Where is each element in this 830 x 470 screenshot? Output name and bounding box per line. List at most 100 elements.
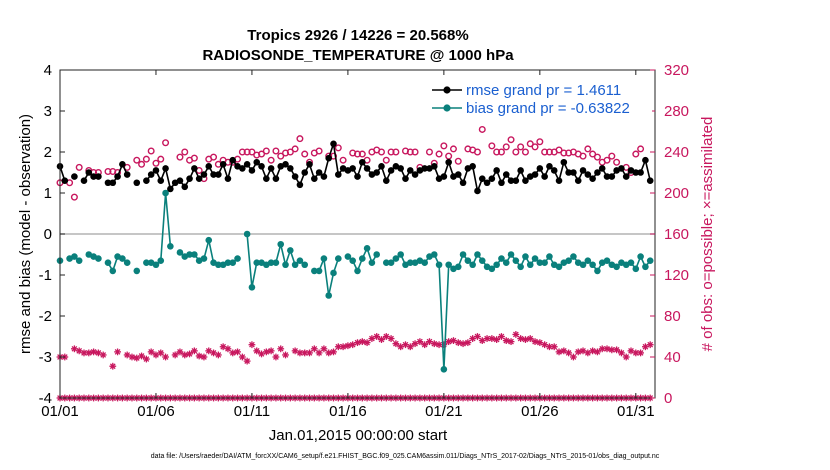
- rmse-marker: [618, 165, 625, 172]
- possible-obs-marker: [301, 150, 309, 158]
- rmse-marker: [123, 171, 131, 178]
- asterisk-stroke: [536, 339, 543, 346]
- assimilated-obs-marker: [234, 348, 241, 356]
- assimilated-obs-marker: [526, 335, 534, 342]
- x-tick-label: 01/31: [617, 403, 655, 420]
- rmse-marker: [253, 158, 261, 166]
- x-tick-label: 01/26: [521, 403, 559, 420]
- possible-obs-marker: [238, 148, 246, 156]
- asterisk-stroke: [474, 333, 481, 340]
- assimilated-obs-marker: [272, 353, 280, 361]
- assimilated-obs-marker: [517, 335, 525, 342]
- bias-marker: [397, 251, 404, 258]
- possible-obs-marker: [507, 136, 515, 144]
- right-y-tick-label: 160: [664, 226, 689, 243]
- possible-obs-marker: [258, 150, 266, 158]
- assimilated-obs-marker: [574, 348, 582, 356]
- rmse-marker: [133, 179, 141, 187]
- bias-marker: [267, 259, 275, 267]
- asterisk-stroke: [388, 335, 394, 342]
- assimilated-obs-marker: [622, 353, 630, 361]
- bias-marker: [536, 259, 544, 267]
- assimilated-obs-marker: [344, 342, 352, 350]
- bias-marker: [176, 249, 184, 256]
- assimilated-obs-marker: [330, 348, 337, 356]
- asterisk-stroke: [100, 352, 107, 358]
- rmse-marker: [80, 177, 88, 184]
- possible-obs-marker: [142, 155, 150, 163]
- bias-marker: [517, 263, 524, 271]
- bias-marker: [349, 257, 357, 264]
- rmse-marker: [430, 163, 438, 170]
- bias-marker: [541, 259, 548, 267]
- asterisk-stroke: [484, 335, 490, 342]
- asterisk-stroke: [570, 354, 577, 360]
- rmse-marker: [71, 173, 78, 180]
- asterisk-stroke: [201, 354, 207, 360]
- assimilated-obs-marker: [200, 353, 208, 361]
- bias-marker: [502, 259, 510, 267]
- asterisk-stroke: [373, 333, 380, 340]
- rmse-marker: [469, 163, 476, 170]
- asterisk-stroke: [551, 343, 558, 350]
- assimilated-obs-marker: [306, 349, 313, 357]
- asterisk-stroke: [81, 350, 87, 356]
- left-y-axis: -4 -3 -2 -1 0 1 2 3 4: [39, 62, 65, 407]
- rmse-marker: [205, 163, 213, 170]
- rmse-marker: [646, 177, 654, 184]
- asterisk-stroke: [498, 333, 505, 340]
- bias-marker: [642, 263, 649, 271]
- rmse-marker: [642, 156, 649, 164]
- left-y-tick-label: 2: [44, 144, 52, 161]
- asterisk-stroke: [71, 345, 78, 352]
- bias-marker: [430, 251, 438, 258]
- possible-obs-marker: [608, 152, 616, 160]
- rmse-marker: [579, 167, 587, 174]
- possible-obs-marker: [411, 148, 419, 156]
- bias-marker: [344, 253, 352, 260]
- left-y-tick-label: 4: [44, 62, 52, 79]
- assimilated-obs-marker: [550, 343, 558, 351]
- right-y-tick-label: 120: [664, 267, 689, 284]
- rmse-marker: [517, 167, 524, 174]
- asterisk-stroke: [546, 343, 553, 350]
- bias-marker: [478, 257, 486, 264]
- asterisk-stroke: [191, 347, 198, 354]
- assimilated-obs-marker: [243, 357, 251, 365]
- rmse-marker: [498, 179, 505, 187]
- bias-marker: [531, 255, 539, 262]
- rmse-marker: [382, 177, 390, 184]
- bias-marker: [200, 255, 208, 262]
- x-tick-label: 01/06: [137, 403, 175, 420]
- right-y-axis-label: # of obs: o=possible; ×=assimilated: [699, 117, 716, 352]
- possible-obs-marker: [296, 135, 304, 143]
- x-axis-label: Jan.01,2015 00:00:00 start: [269, 427, 448, 444]
- asterisk-stroke: [517, 335, 524, 342]
- assimilated-obs-marker: [565, 349, 573, 357]
- rmse-marker: [560, 158, 568, 166]
- bias-marker: [522, 253, 529, 260]
- left-y-tick-label: -2: [39, 308, 52, 325]
- possible-obs-marker: [584, 145, 592, 153]
- assimilated-obs-marker: [598, 345, 606, 353]
- bias-marker: [603, 257, 611, 264]
- rmse-marker: [301, 169, 309, 176]
- assimilated-obs-marker: [70, 345, 78, 353]
- rmse-marker: [330, 140, 337, 148]
- rmse-marker: [181, 183, 189, 191]
- possible-obs-marker: [449, 145, 457, 153]
- possible-obs-marker: [286, 148, 294, 156]
- assimilated-obs-marker: [474, 333, 481, 340]
- rmse-marker: [478, 175, 486, 182]
- x-tick-label: 01/21: [425, 403, 463, 420]
- rmse-marker: [594, 169, 601, 176]
- assimilated-obs-marker: [555, 348, 563, 356]
- possible-obs-marker: [248, 148, 256, 156]
- rmse-marker: [349, 165, 357, 172]
- rmse-marker: [397, 165, 404, 172]
- bias-marker: [454, 263, 462, 271]
- legend-rmse-label: rmse grand pr = 1.4611: [466, 82, 621, 99]
- possible-obs-marker: [536, 138, 544, 146]
- bias-series: [56, 189, 654, 373]
